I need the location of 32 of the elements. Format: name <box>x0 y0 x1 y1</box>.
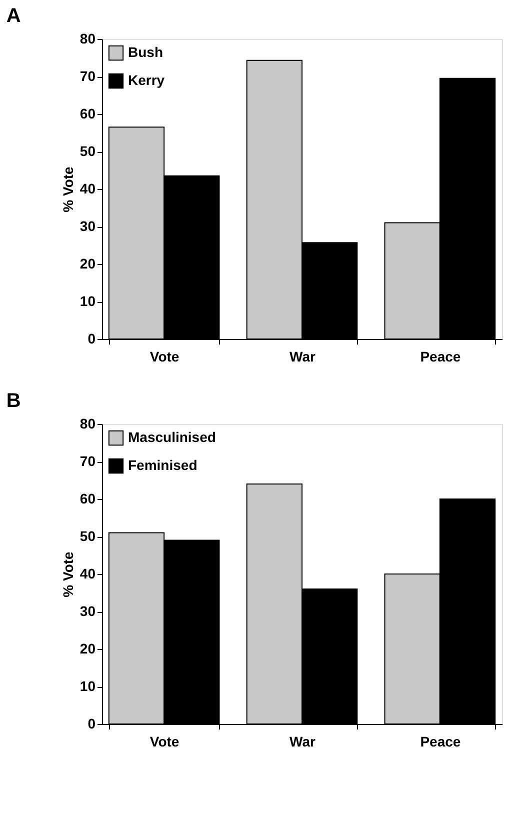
x-tick-label: Peace <box>420 348 461 364</box>
legend-label: Bush <box>128 44 163 60</box>
y-tick-label: 30 <box>80 603 96 619</box>
y-tick-label: 40 <box>80 566 96 582</box>
legend-label: Kerry <box>128 72 165 88</box>
y-tick-label: 80 <box>80 30 96 46</box>
y-tick-label: 70 <box>80 453 96 469</box>
x-tick-label: Peace <box>420 734 461 750</box>
y-tick-label: 60 <box>80 490 96 506</box>
chart-title: B <box>6 390 21 412</box>
y-axis-title: % Vote <box>60 551 76 598</box>
y-tick-label: 0 <box>88 716 96 732</box>
y-tick-label: 10 <box>80 293 96 309</box>
x-tick-label: War <box>290 348 316 364</box>
x-tick-label: War <box>290 734 316 750</box>
y-tick-label: 60 <box>80 106 96 122</box>
y-tick-label: 80 <box>80 416 96 432</box>
y-tick-label: 40 <box>80 180 96 196</box>
y-tick-label: 50 <box>80 528 96 544</box>
chart-title: A <box>6 5 21 27</box>
y-tick-label: 20 <box>80 256 96 272</box>
y-axis-title: % Vote <box>60 166 76 212</box>
y-tick-label: 70 <box>80 68 96 84</box>
x-tick-label: Vote <box>150 348 180 364</box>
y-tick-label: 30 <box>80 218 96 234</box>
y-tick-label: 20 <box>80 640 96 656</box>
y-tick-label: 0 <box>88 330 96 346</box>
y-tick-label: 50 <box>80 143 96 159</box>
legend-label: Masculinised <box>128 429 216 445</box>
x-tick-label: Vote <box>150 734 180 750</box>
y-tick-label: 10 <box>80 678 96 694</box>
legend-label: Feminised <box>128 457 198 473</box>
